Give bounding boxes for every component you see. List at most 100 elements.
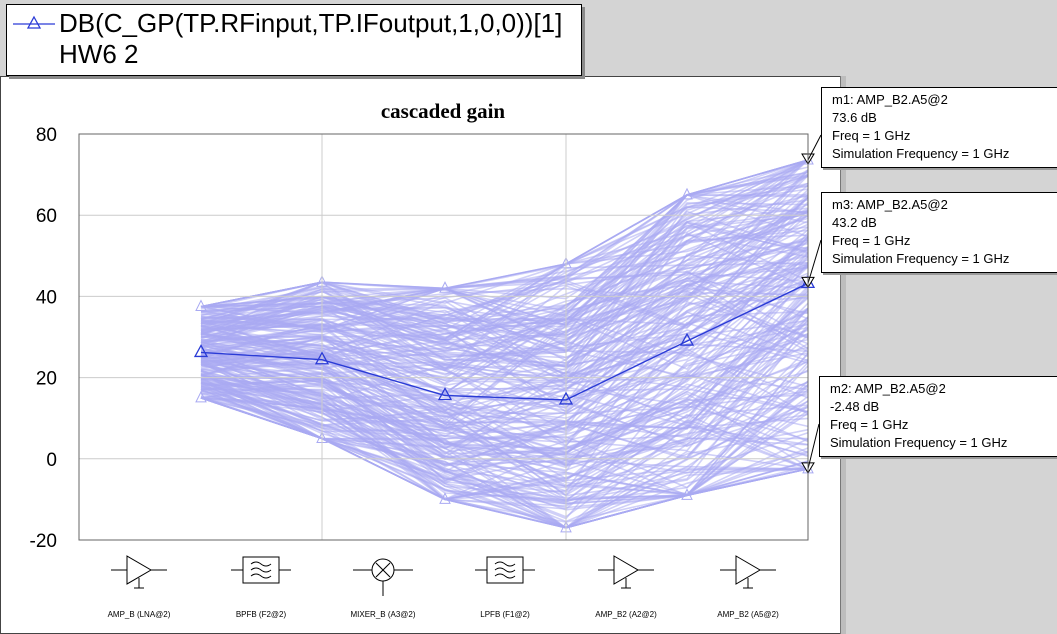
monte-carlo-point <box>439 492 451 504</box>
monte-carlo-trace <box>200 385 809 529</box>
legend-swatch-icon <box>13 15 55 29</box>
category-label: AMP_B2 (A5@2) <box>717 610 779 619</box>
monte-carlo-trace <box>200 175 809 359</box>
marker-m2-leader <box>807 423 820 469</box>
marker-m3-sim: Simulation Frequency = 1 GHz <box>832 251 1010 266</box>
monte-carlo-trace <box>200 361 809 450</box>
marker-m2-readout[interactable]: m2: AMP_B2.A5@2 -2.48 dB Freq = 1 GHz Si… <box>819 376 1057 457</box>
monte-carlo-trace <box>200 262 809 336</box>
monte-carlo-trace <box>200 175 809 339</box>
amplifier-icon <box>111 555 167 589</box>
marker-m3-leader <box>807 239 822 284</box>
monte-carlo-point <box>681 187 693 200</box>
y-tick-label: 20 <box>36 369 57 390</box>
filter-wave <box>494 573 516 579</box>
monte-carlo-trace <box>200 246 809 368</box>
monte-carlo-trace <box>200 282 809 447</box>
monte-carlo-trace <box>200 159 809 314</box>
category-label: AMP_B2 (A2@2) <box>595 610 657 619</box>
monte-carlo-point <box>195 299 207 312</box>
lowpass-filter-icon <box>475 556 535 584</box>
amp-body <box>735 555 761 585</box>
monte-carlo-trace <box>200 246 809 429</box>
monte-carlo-point <box>681 488 693 500</box>
monte-carlo-trace <box>200 397 809 499</box>
mixer-icon <box>353 558 413 596</box>
monte-carlo-trace <box>200 265 809 393</box>
mixer-cross-b <box>375 562 391 578</box>
marker-m3-value: 43.2 dB <box>832 215 877 230</box>
monte-carlo-trace <box>200 171 809 312</box>
y-tick-label: 40 <box>36 287 57 308</box>
marker-m1-value: 73.6 dB <box>832 110 877 125</box>
monte-carlo-trace <box>200 217 809 430</box>
amp-body <box>613 555 639 585</box>
marker-m1-sim: Simulation Frequency = 1 GHz <box>832 146 1010 161</box>
nominal-series-line <box>200 282 809 401</box>
monte-carlo-upper-trace <box>200 159 809 308</box>
marker-m2-freq: Freq = 1 GHz <box>830 417 909 432</box>
category-label: BPFB (F2@2) <box>236 610 287 619</box>
monte-carlo-traces <box>195 152 814 533</box>
marker-m3-readout[interactable]: m3: AMP_B2.A5@2 43.2 dB Freq = 1 GHz Sim… <box>821 192 1057 273</box>
y-tick-label: -20 <box>30 531 57 552</box>
monte-carlo-trace <box>200 289 809 440</box>
filter-wave <box>250 567 272 573</box>
monte-carlo-trace <box>200 166 809 338</box>
marker-m2-label: m2: AMP_B2.A5@2 <box>830 381 946 396</box>
component-icons: AMP_B (LNA@2) BPFB (F2@2) MIXER_B (A3@2) LP… <box>108 555 779 619</box>
amplifier-icon <box>598 555 654 589</box>
chart-title: cascaded gain <box>381 99 506 123</box>
nominal-series-point <box>314 351 330 365</box>
filter-wave <box>250 561 272 567</box>
y-tick-label: 0 <box>46 450 57 471</box>
category-label: MIXER_B (A3@2) <box>350 610 415 619</box>
monte-carlo-trace <box>200 221 809 382</box>
monte-carlo-trace <box>200 196 809 359</box>
plot-frame <box>78 133 809 541</box>
marker-m3-label: m3: AMP_B2.A5@2 <box>832 197 948 212</box>
monte-carlo-trace <box>200 210 809 326</box>
nominal-series-point <box>437 387 453 401</box>
monte-carlo-trace <box>200 290 809 426</box>
monte-carlo-trace <box>200 213 809 411</box>
amplifier-icon <box>720 555 776 589</box>
monte-carlo-trace <box>200 352 809 509</box>
nominal-series-point <box>558 391 574 405</box>
marker-m1-freq: Freq = 1 GHz <box>832 128 911 143</box>
monte-carlo-trace <box>200 372 809 501</box>
monte-carlo-trace <box>200 371 809 448</box>
marker-m1-readout[interactable]: m1: AMP_B2.A5@2 73.6 dB Freq = 1 GHz Sim… <box>821 87 1057 168</box>
monte-carlo-trace <box>200 209 809 372</box>
marker-m1-leader <box>807 134 822 161</box>
monte-carlo-point <box>439 281 451 293</box>
filter-wave <box>494 567 516 573</box>
amp-body <box>126 555 152 585</box>
monte-carlo-trace <box>200 233 809 413</box>
legend-schematic: HW6 2 <box>59 39 139 69</box>
category-label: AMP_B (LNA@2) <box>108 610 171 619</box>
axes: -20 0 20 40 60 80 <box>30 125 809 552</box>
legend[interactable]: DB(C_GP(TP.RFinput,TP.IFoutput,1,0,0))[1… <box>6 4 582 76</box>
monte-carlo-trace <box>200 159 809 317</box>
monte-carlo-trace <box>200 371 809 466</box>
marker-m3-freq: Freq = 1 GHz <box>832 233 911 248</box>
filter-wave <box>494 561 516 567</box>
monte-carlo-trace <box>200 372 809 497</box>
monte-carlo-lower-trace <box>200 397 809 529</box>
monte-carlo-trace <box>200 316 809 488</box>
bandpass-filter-icon <box>231 556 291 584</box>
marker-m1-label: m1: AMP_B2.A5@2 <box>832 92 948 107</box>
legend-measurement: DB(C_GP(TP.RFinput,TP.IFoutput,1,0,0))[1… <box>59 8 563 38</box>
y-tick-label: 80 <box>36 125 57 146</box>
marker-m2-value: -2.48 dB <box>830 399 880 414</box>
nominal-series-point <box>193 344 209 358</box>
monte-carlo-trace <box>200 196 809 413</box>
marker-m2-sim: Simulation Frequency = 1 GHz <box>830 435 1008 450</box>
panel-divider <box>840 76 846 634</box>
monte-carlo-trace <box>200 209 809 352</box>
y-tick-label: 60 <box>36 206 57 227</box>
monte-carlo-trace <box>200 351 809 435</box>
